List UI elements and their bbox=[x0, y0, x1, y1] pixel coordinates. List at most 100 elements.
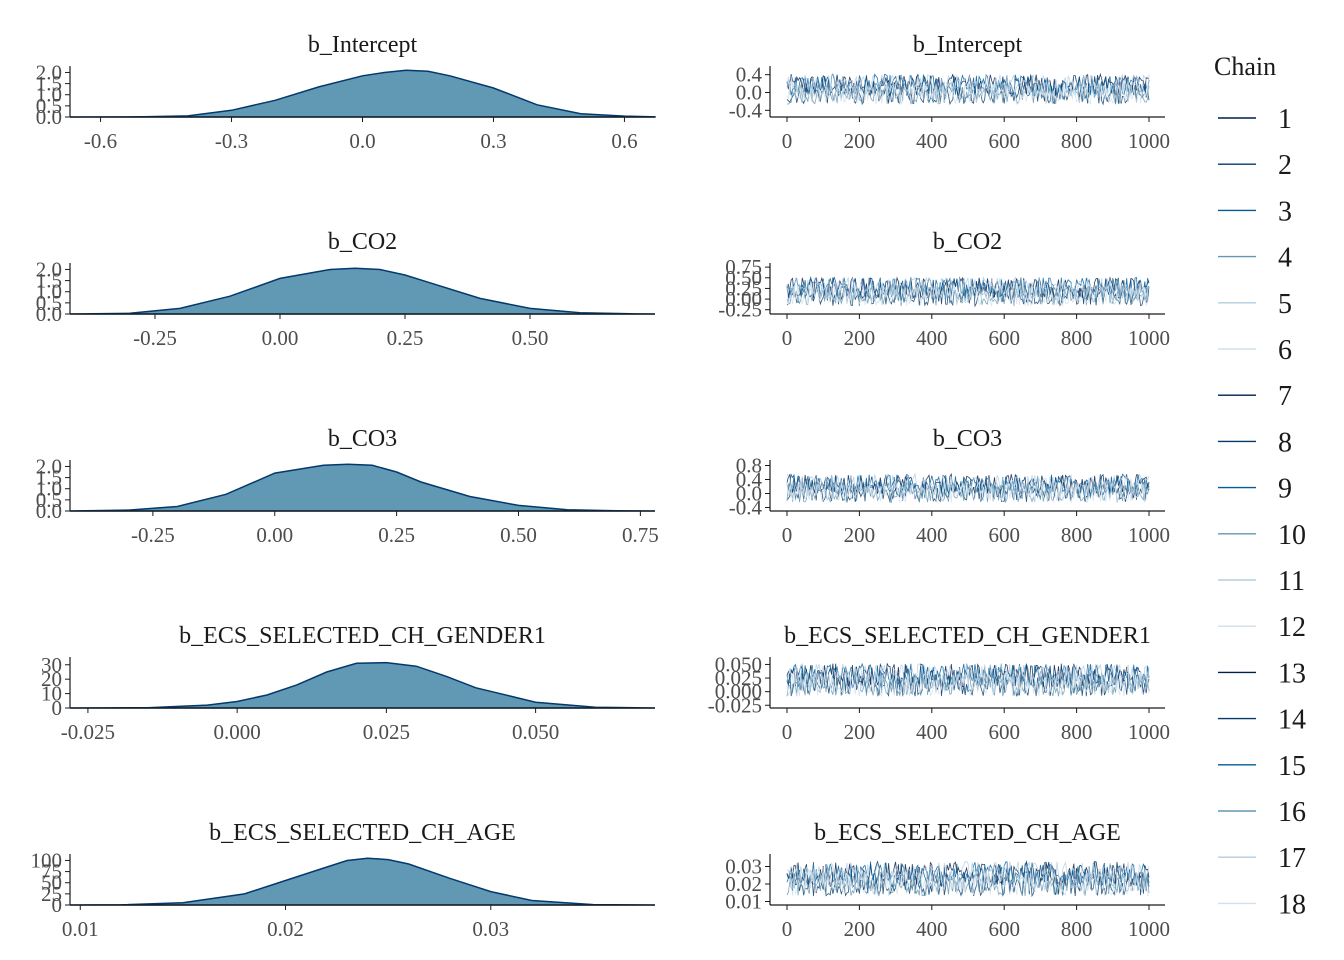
x-tick-label: 200 bbox=[844, 917, 876, 941]
x-tick-label: 600 bbox=[988, 720, 1020, 744]
legend-label: 11 bbox=[1278, 566, 1305, 597]
y-tick-label: 0.02 bbox=[725, 872, 762, 896]
x-tick-label: 0.00 bbox=[256, 523, 293, 547]
y-tick-label: 0.50 bbox=[725, 266, 762, 290]
y-tick-label: 75 bbox=[41, 860, 62, 884]
x-tick-label: -0.6 bbox=[84, 129, 117, 153]
y-tick-label: 0.4 bbox=[736, 468, 763, 492]
legend-label: 16 bbox=[1278, 797, 1306, 828]
x-tick-label: 600 bbox=[988, 129, 1020, 153]
x-tick-label: 1000 bbox=[1128, 129, 1170, 153]
y-tick-label: 0 bbox=[52, 696, 63, 720]
chain-trace-line bbox=[786, 480, 1150, 503]
x-tick-label: 200 bbox=[844, 129, 876, 153]
x-tick-label: 1000 bbox=[1128, 720, 1170, 744]
legend-label: 5 bbox=[1278, 289, 1292, 320]
chain-trace-line bbox=[786, 861, 1150, 887]
chain-trace-line bbox=[786, 81, 1150, 105]
y-tick-label: 0.050 bbox=[715, 652, 762, 676]
y-tick-label: 0.0 bbox=[736, 482, 762, 506]
trace-panel: b_Intercept 0 200 400 600 800 1000 -0.40.00.4 bbox=[729, 32, 1170, 153]
trace-title: b_ECS_SELECTED_CH_AGE bbox=[814, 820, 1121, 846]
trace-title: b_Intercept bbox=[913, 32, 1023, 58]
chain-trace-line bbox=[786, 275, 1150, 299]
legend-label: 7 bbox=[1278, 381, 1292, 412]
chain-trace-line bbox=[786, 869, 1150, 897]
x-tick-label: 0.50 bbox=[512, 326, 549, 350]
y-tick-label: 0.00 bbox=[725, 287, 762, 311]
chain-trace-line bbox=[786, 481, 1150, 504]
trace-title: b_CO3 bbox=[933, 426, 1002, 452]
x-tick-label: 200 bbox=[844, 720, 876, 744]
x-tick-label: 0.00 bbox=[262, 326, 299, 350]
x-tick-label: -0.3 bbox=[215, 129, 248, 153]
y-tick-label: 25 bbox=[41, 882, 62, 906]
y-tick-label: 0.5 bbox=[36, 94, 62, 118]
x-tick-label: 0.25 bbox=[378, 523, 415, 547]
legend-label: 2 bbox=[1278, 150, 1292, 181]
chain-trace-line bbox=[786, 283, 1150, 307]
y-tick-label: 50 bbox=[41, 871, 62, 895]
y-tick-label: 0.5 bbox=[36, 488, 62, 512]
x-tick-label: 800 bbox=[1061, 326, 1093, 350]
legend-label: 13 bbox=[1278, 658, 1306, 689]
y-tick-label: 10 bbox=[41, 682, 62, 706]
y-tick-label: 1.5 bbox=[36, 72, 62, 96]
y-tick-label: 0.4 bbox=[736, 63, 763, 87]
y-tick-label: 2.0 bbox=[36, 257, 62, 281]
density-title: b_ECS_SELECTED_CH_AGE bbox=[209, 820, 516, 846]
x-tick-label: 0.000 bbox=[214, 720, 261, 744]
y-tick-label: 30 bbox=[41, 653, 62, 677]
legend-title: Chain bbox=[1214, 52, 1276, 81]
x-tick-label: 0 bbox=[782, 326, 793, 350]
y-tick-label: 0.0 bbox=[36, 105, 62, 129]
legend-label: 1 bbox=[1278, 104, 1292, 135]
legend-label: 6 bbox=[1278, 335, 1292, 366]
x-tick-label: 0 bbox=[782, 720, 793, 744]
density-panel: b_ECS_SELECTED_CH_GENDER1 -0.025 0.000 0.02… bbox=[41, 623, 656, 744]
x-tick-label: 0.50 bbox=[500, 523, 537, 547]
legend-label: 9 bbox=[1278, 474, 1292, 505]
chain-trace-line bbox=[786, 671, 1150, 697]
y-tick-label: -0.25 bbox=[718, 298, 762, 322]
y-tick-label: 0.75 bbox=[725, 255, 762, 279]
legend-label: 8 bbox=[1278, 427, 1292, 458]
trace-title: b_ECS_SELECTED_CH_GENDER1 bbox=[784, 623, 1151, 649]
trace-panel: b_ECS_SELECTED_CH_AGE 0 200 400 600 800 1000 0.… bbox=[725, 820, 1170, 941]
x-tick-label: 400 bbox=[916, 326, 948, 350]
y-tick-label: 1.5 bbox=[36, 269, 62, 293]
density-panel: b_Intercept-0.6 -0.3 0.0 0.3 0.60.00.51.01.5… bbox=[36, 32, 656, 153]
density-title: b_ECS_SELECTED_CH_GENDER1 bbox=[179, 623, 546, 649]
x-tick-label: 0.25 bbox=[387, 326, 424, 350]
x-tick-label: 1000 bbox=[1128, 523, 1170, 547]
y-tick-label: -0.4 bbox=[729, 98, 763, 122]
y-tick-label: 0 bbox=[52, 893, 63, 917]
x-tick-label: 0.6 bbox=[611, 129, 637, 153]
legend-label: 12 bbox=[1278, 612, 1306, 643]
density-title: b_Intercept bbox=[308, 32, 418, 58]
trace-title: b_CO2 bbox=[933, 229, 1002, 255]
x-tick-label: 0 bbox=[782, 917, 793, 941]
legend-label: 15 bbox=[1278, 751, 1306, 782]
y-tick-label: 2.0 bbox=[36, 454, 62, 478]
density-title: b_CO3 bbox=[328, 426, 397, 452]
density-area bbox=[69, 857, 656, 906]
y-tick-label: 0.25 bbox=[725, 276, 762, 300]
trace-panel: b_CO3 0 200 400 600 800 1000 -0.40.00.40.8 bbox=[729, 426, 1170, 547]
legend-label: 3 bbox=[1278, 196, 1292, 227]
x-tick-label: 1000 bbox=[1128, 326, 1170, 350]
trace-panel: b_CO2 0 200 400 600 800 1000 -0.250.000.250.500… bbox=[718, 229, 1170, 350]
y-tick-label: 1.0 bbox=[36, 83, 62, 107]
density-panel: b_CO3 -0.25 0.00 0.25 0.50 0.75 0.00.51.01.52.… bbox=[36, 426, 659, 547]
y-tick-label: 0.0 bbox=[736, 81, 762, 105]
chain-trace-line bbox=[786, 275, 1150, 299]
y-tick-label: 2.0 bbox=[36, 60, 62, 84]
x-tick-label: 800 bbox=[1061, 523, 1093, 547]
x-tick-label: 800 bbox=[1061, 129, 1093, 153]
chain-trace-line bbox=[786, 662, 1150, 689]
x-tick-label: 0.03 bbox=[472, 917, 509, 941]
x-tick-label: 400 bbox=[916, 917, 948, 941]
x-tick-label: 0.02 bbox=[267, 917, 304, 941]
trace-panel: b_ECS_SELECTED_CH_GENDER1 0 200 400 600 800 10… bbox=[708, 623, 1170, 744]
density-panel: b_ECS_SELECTED_CH_AGE 0.01 0.02 0.03 0255075… bbox=[31, 820, 656, 941]
